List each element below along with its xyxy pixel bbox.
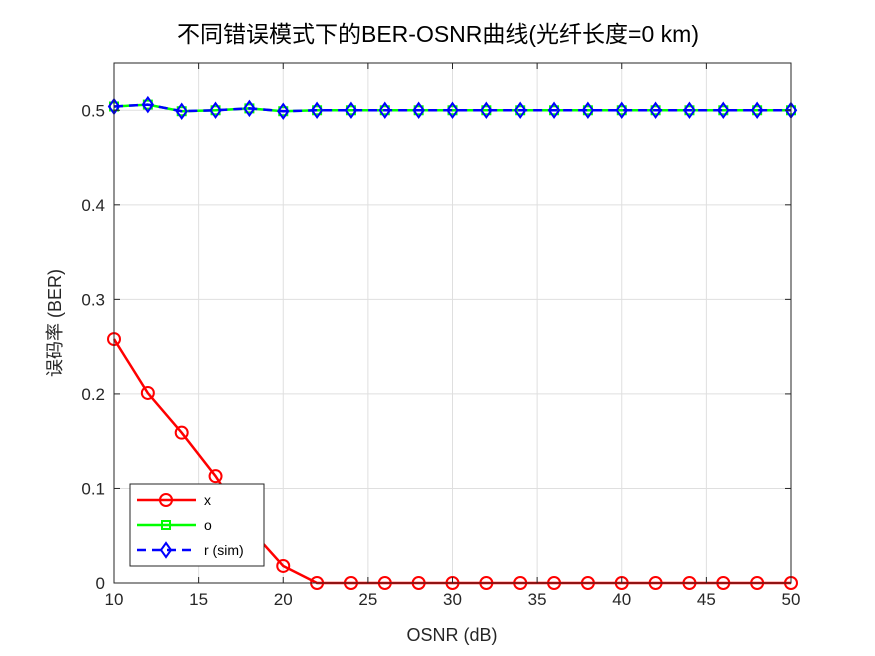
legend-marker (159, 493, 173, 507)
data-point (683, 101, 696, 119)
y-tick-label: 0 (96, 574, 105, 593)
series-line (113, 103, 791, 113)
data-point (243, 99, 256, 118)
y-tick-label: 0.2 (81, 385, 105, 404)
legend-marker (159, 541, 173, 559)
data-point (209, 101, 222, 119)
data-point (581, 101, 595, 119)
data-point (412, 101, 425, 119)
data-point (276, 558, 291, 573)
y-tick-label: 0.1 (81, 479, 105, 498)
data-point (344, 101, 358, 119)
data-point (140, 385, 155, 400)
legend-label: o (204, 517, 212, 533)
x-tick-label: 45 (697, 590, 716, 609)
legend-marker (161, 520, 171, 530)
data-point (208, 469, 223, 484)
data-point (310, 101, 324, 119)
legend-label: r (sim) (204, 542, 244, 558)
x-tick-label: 20 (274, 590, 293, 609)
data-point (547, 101, 561, 119)
x-tick-label: 40 (612, 590, 631, 609)
data-point (175, 102, 188, 120)
chart-title: 不同错误模式下的BER-OSNR曲线(光纤长度=0 km) (177, 21, 699, 47)
x-tick-label: 25 (358, 590, 377, 609)
data-point (750, 101, 764, 119)
legend-label: x (204, 492, 211, 508)
data-point (615, 101, 628, 119)
x-tick-label: 10 (105, 590, 124, 609)
data-point (513, 101, 527, 119)
y-axis-label: 误码率 (BER) (45, 269, 65, 377)
data-point (717, 101, 730, 119)
data-point (277, 102, 290, 120)
y-tick-label: 0.5 (81, 101, 105, 120)
ticks: 10 15 20 25 30 35 40 45 50 0 0.1 0.2 0.3 0.4 0.5 (81, 63, 800, 609)
data-point (378, 101, 392, 119)
x-tick-label: 15 (189, 590, 208, 609)
y-tick-label: 0.4 (81, 196, 105, 215)
legend: xo r (sim) (129, 483, 265, 567)
data-point (446, 101, 459, 119)
y-tick-label: 0.3 (81, 290, 105, 309)
x-tick-label: 50 (782, 590, 801, 609)
x-tick-label: 30 (443, 590, 462, 609)
x-tick-label: 35 (528, 590, 547, 609)
data-point (649, 101, 662, 119)
data-point (141, 95, 155, 114)
data-point (174, 425, 189, 440)
data-point (480, 101, 493, 119)
x-axis-label: OSNR (dB) (406, 625, 497, 645)
